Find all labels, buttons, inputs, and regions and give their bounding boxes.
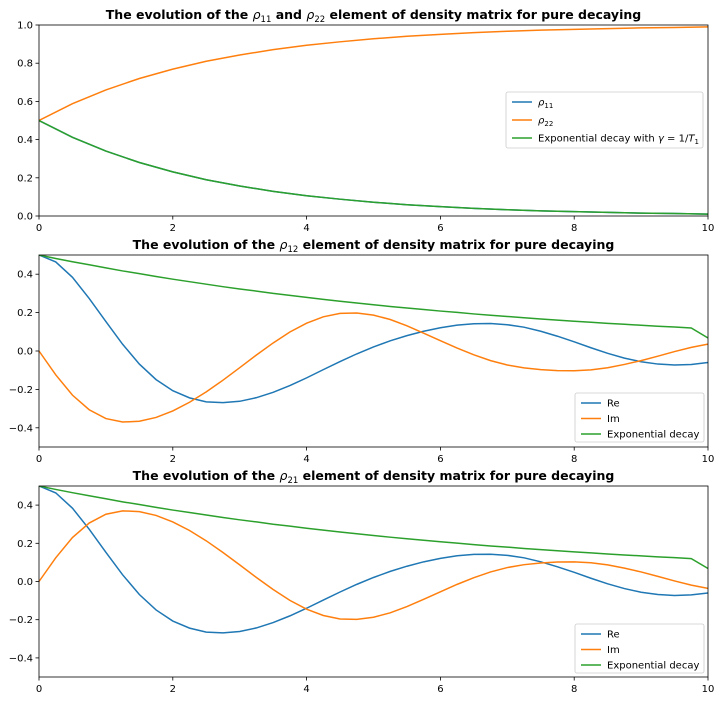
chart-2: The evolution of the ρ12 element of dens… — [9, 237, 715, 465]
y-tick-label: 0.6 — [17, 97, 33, 108]
x-tick-label: 8 — [571, 454, 577, 465]
series-line-exponential-decay — [39, 486, 708, 570]
y-tick-label: 0.0 — [17, 347, 33, 358]
y-tick-label: −0.2 — [9, 615, 33, 626]
series-line-im — [39, 312, 708, 423]
x-tick-label: 6 — [437, 223, 443, 234]
legend-label: ρ22 — [538, 116, 553, 129]
legend: Re Im Exponential decay — [574, 623, 705, 674]
chart-title: The evolution of the ρ12 element of dens… — [133, 237, 615, 255]
y-tick-label: −0.2 — [9, 385, 33, 396]
y-tick-label: 0.2 — [17, 173, 33, 184]
legend-label: Exponential decay with γ = 1/T1 — [538, 134, 699, 147]
legend-label: Im — [607, 645, 620, 656]
x-tick-label: 10 — [702, 454, 715, 465]
axes-frame — [38, 24, 709, 217]
series-line-re — [39, 486, 708, 634]
x-tick-label: 2 — [170, 684, 176, 695]
y-tick-label: 0.4 — [17, 270, 33, 281]
chart-title: The evolution of the ρ11 and ρ22 element… — [106, 7, 641, 25]
series-line-re — [39, 255, 708, 404]
chart-1: The evolution of the ρ11 and ρ22 element… — [17, 7, 714, 234]
y-tick-label: −0.4 — [9, 423, 33, 434]
y-tick-label: 0.4 — [17, 135, 33, 146]
x-tick-label: 10 — [702, 684, 715, 695]
x-tick-label: 6 — [437, 684, 443, 695]
chart-title: The evolution of the ρ21 element of dens… — [133, 468, 615, 486]
series-line-series-2 — [39, 119, 708, 215]
x-tick-label: 10 — [702, 223, 715, 234]
x-tick-label: 4 — [303, 454, 309, 465]
legend: ρ11 ρ22 Exponential decay with γ = 1/T1 — [505, 91, 704, 149]
x-tick-label: 8 — [571, 223, 577, 234]
series-line-series-1 — [39, 26, 708, 122]
chart-3: The evolution of the ρ21 element of dens… — [9, 468, 715, 695]
x-tick-label: 0 — [36, 454, 42, 465]
legend-label: Exponential decay — [607, 430, 699, 441]
legend-label: ρ11 — [538, 98, 553, 111]
y-tick-label: 0.2 — [17, 539, 33, 550]
legend: Re Im Exponential decay — [574, 392, 705, 443]
x-tick-label: 2 — [170, 454, 176, 465]
x-tick-label: 8 — [571, 684, 577, 695]
x-tick-label: 4 — [303, 684, 309, 695]
y-tick-label: 0.4 — [17, 501, 33, 512]
x-tick-label: 4 — [303, 223, 309, 234]
legend-label: Re — [607, 399, 620, 410]
y-tick-label: 0.0 — [17, 212, 33, 223]
x-tick-label: 2 — [170, 223, 176, 234]
legend-label: Im — [607, 414, 620, 425]
x-tick-label: 0 — [36, 684, 42, 695]
y-tick-label: −0.4 — [9, 653, 33, 664]
y-tick-label: 0.8 — [17, 59, 33, 70]
x-tick-label: 6 — [437, 454, 443, 465]
y-tick-label: 0.2 — [17, 308, 33, 319]
series-line-im — [39, 510, 708, 621]
x-tick-label: 0 — [36, 223, 42, 234]
legend-label: Exponential decay — [607, 661, 699, 672]
series-line-exponential-decay — [39, 255, 708, 339]
y-tick-label: 1.0 — [17, 21, 33, 32]
y-tick-label: 0.0 — [17, 577, 33, 588]
legend-label: Re — [607, 630, 620, 641]
